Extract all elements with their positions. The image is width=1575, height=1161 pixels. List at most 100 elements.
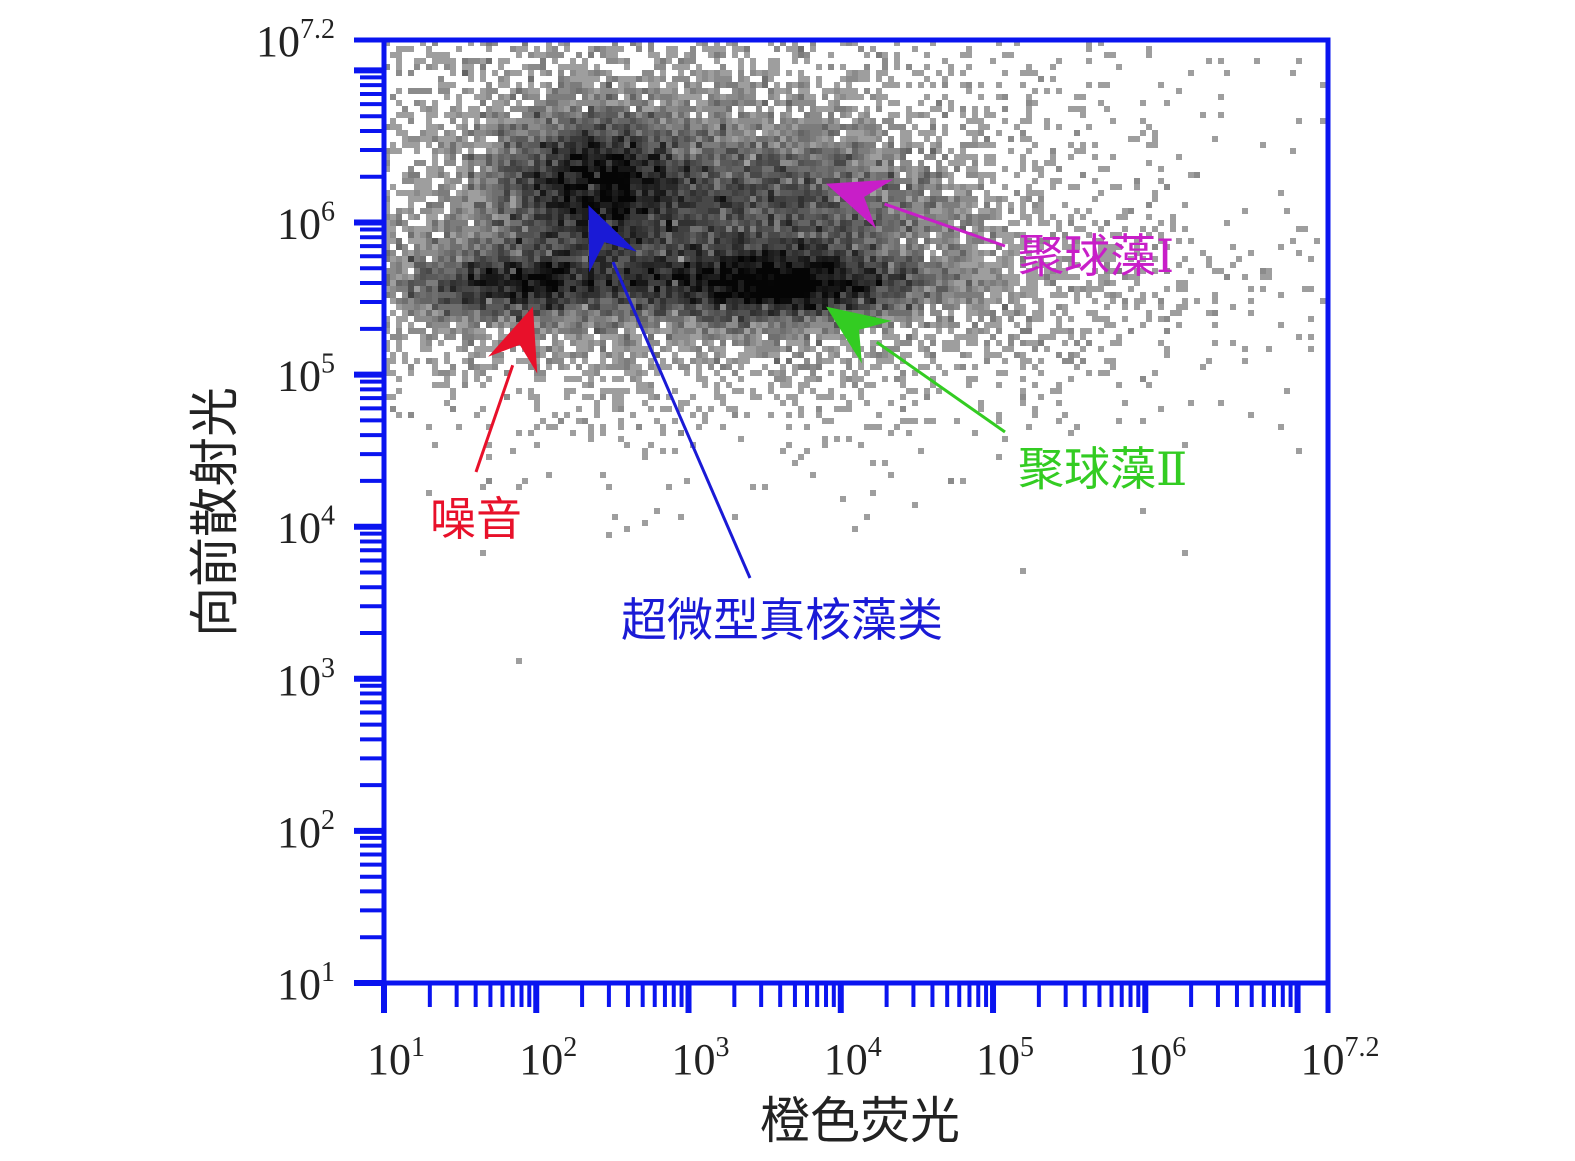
density-cell bbox=[996, 328, 1002, 334]
density-cell bbox=[1080, 286, 1086, 292]
density-cell bbox=[732, 370, 738, 376]
density-cell bbox=[696, 238, 702, 244]
density-cell bbox=[816, 226, 822, 232]
density-cell bbox=[564, 226, 570, 232]
density-cell bbox=[678, 76, 684, 82]
density-cell bbox=[654, 340, 660, 346]
density-cell bbox=[420, 88, 426, 94]
density-cell bbox=[1308, 346, 1314, 352]
density-cell bbox=[840, 208, 846, 214]
density-cell bbox=[528, 244, 534, 250]
density-cell bbox=[474, 316, 480, 322]
density-cell bbox=[576, 184, 582, 190]
density-cell bbox=[1026, 118, 1032, 124]
density-cell bbox=[1104, 316, 1110, 322]
density-cell bbox=[606, 256, 612, 262]
density-cell bbox=[828, 226, 834, 232]
density-cell bbox=[1062, 304, 1068, 310]
density-cell bbox=[408, 370, 414, 376]
density-cell bbox=[750, 202, 756, 208]
density-cell bbox=[1068, 106, 1074, 112]
density-cell bbox=[486, 130, 492, 136]
density-cell bbox=[828, 208, 834, 214]
density-cell bbox=[444, 322, 450, 328]
density-cell bbox=[636, 256, 642, 262]
density-cell bbox=[576, 244, 582, 250]
density-cell bbox=[486, 286, 492, 292]
density-cell bbox=[558, 358, 564, 364]
density-cell bbox=[432, 154, 438, 160]
density-cell bbox=[792, 202, 798, 208]
density-cell bbox=[558, 304, 564, 310]
density-cell bbox=[786, 286, 792, 292]
density-cell bbox=[750, 112, 756, 118]
density-cell bbox=[762, 316, 768, 322]
density-cell bbox=[732, 130, 738, 136]
density-cell bbox=[744, 112, 750, 118]
density-cell bbox=[834, 280, 840, 286]
density-cell bbox=[618, 220, 624, 226]
density-cell bbox=[1032, 208, 1038, 214]
density-cell bbox=[912, 220, 918, 226]
density-cell bbox=[912, 142, 918, 148]
density-cell bbox=[1008, 262, 1014, 268]
density-cell bbox=[486, 184, 492, 190]
density-cell bbox=[582, 304, 588, 310]
density-cell bbox=[774, 148, 780, 154]
density-cell bbox=[714, 244, 720, 250]
density-cell bbox=[912, 292, 918, 298]
density-cell bbox=[852, 220, 858, 226]
density-cell bbox=[816, 160, 822, 166]
density-cell bbox=[414, 64, 420, 70]
density-cell bbox=[798, 280, 804, 286]
density-cell bbox=[666, 46, 672, 52]
density-cell bbox=[570, 280, 576, 286]
density-cell bbox=[822, 184, 828, 190]
density-cell bbox=[588, 118, 594, 124]
density-cell bbox=[816, 352, 822, 358]
density-cell bbox=[786, 124, 792, 130]
density-cell bbox=[1044, 160, 1050, 166]
density-cell bbox=[486, 292, 492, 298]
density-cell bbox=[582, 70, 588, 76]
density-cell bbox=[912, 190, 918, 196]
density-cell bbox=[660, 118, 666, 124]
density-cell bbox=[588, 130, 594, 136]
density-cell bbox=[828, 100, 834, 106]
density-cell bbox=[684, 346, 690, 352]
density-cell bbox=[1056, 268, 1062, 274]
density-cell bbox=[570, 208, 576, 214]
density-cell bbox=[552, 100, 558, 106]
density-cell bbox=[384, 154, 390, 160]
density-cell bbox=[444, 112, 450, 118]
density-cell bbox=[732, 82, 738, 88]
density-cell bbox=[582, 82, 588, 88]
density-cell bbox=[552, 94, 558, 100]
density-cell bbox=[810, 268, 816, 274]
density-cell bbox=[708, 70, 714, 76]
density-cell bbox=[390, 292, 396, 298]
density-cell bbox=[612, 94, 618, 100]
density-cell bbox=[810, 238, 816, 244]
density-cell bbox=[498, 298, 504, 304]
density-cell bbox=[1056, 88, 1062, 94]
density-cell bbox=[414, 298, 420, 304]
density-cell bbox=[414, 100, 420, 106]
density-cell bbox=[726, 220, 732, 226]
density-cell bbox=[588, 112, 594, 118]
density-cell bbox=[636, 280, 642, 286]
density-cell bbox=[582, 112, 588, 118]
density-cell bbox=[834, 226, 840, 232]
density-cell bbox=[654, 256, 660, 262]
density-cell bbox=[948, 274, 954, 280]
density-cell bbox=[600, 334, 606, 340]
density-cell bbox=[648, 244, 654, 250]
density-cell bbox=[432, 160, 438, 166]
density-cell bbox=[594, 94, 600, 100]
density-cell bbox=[558, 280, 564, 286]
density-cell bbox=[822, 346, 828, 352]
density-cell bbox=[774, 274, 780, 280]
density-cell bbox=[888, 298, 894, 304]
density-cell bbox=[714, 184, 720, 190]
density-cell bbox=[690, 274, 696, 280]
